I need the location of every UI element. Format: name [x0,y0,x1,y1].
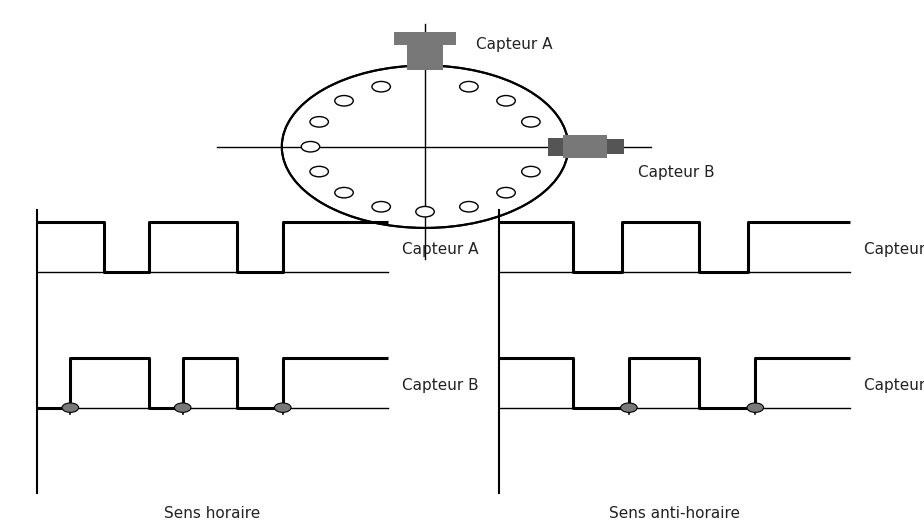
Text: Capteur A: Capteur A [476,37,553,52]
Circle shape [310,117,328,127]
Circle shape [522,166,541,177]
Circle shape [62,403,79,412]
FancyBboxPatch shape [548,138,563,156]
Circle shape [301,141,320,152]
Circle shape [522,117,541,127]
Circle shape [497,95,516,106]
Circle shape [310,166,328,177]
FancyBboxPatch shape [394,32,456,45]
FancyBboxPatch shape [607,139,624,154]
Text: Capteur B: Capteur B [402,378,479,393]
Text: Sens anti-horaire: Sens anti-horaire [609,506,740,521]
Text: Capteur A: Capteur A [402,242,479,257]
Text: Sens horaire: Sens horaire [164,506,261,521]
Circle shape [372,202,391,212]
FancyBboxPatch shape [407,41,443,70]
FancyBboxPatch shape [563,135,607,158]
Circle shape [459,202,478,212]
Circle shape [621,403,638,412]
Circle shape [416,206,434,217]
Text: Capteur A: Capteur A [864,242,924,257]
Circle shape [747,403,763,412]
Text: Capteur B: Capteur B [864,378,924,393]
Circle shape [274,403,291,412]
Circle shape [497,188,516,198]
Circle shape [372,81,391,92]
Circle shape [175,403,191,412]
Circle shape [334,95,353,106]
Circle shape [459,81,478,92]
Text: Capteur B: Capteur B [638,166,714,180]
Circle shape [334,188,353,198]
